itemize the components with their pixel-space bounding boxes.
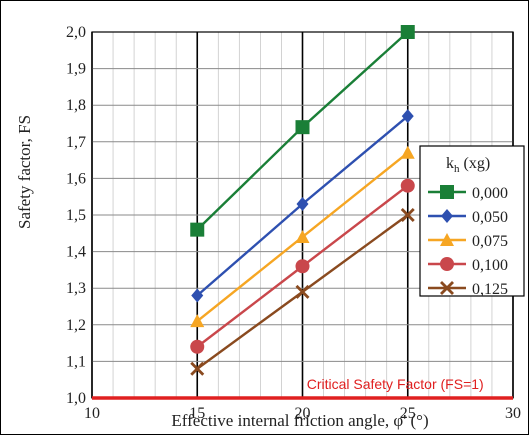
legend-entry-3: 0,100 xyxy=(428,257,508,274)
legend-box xyxy=(419,145,525,297)
legend-entry-label: 0,000 xyxy=(472,185,508,202)
axes: 10 15 20 25 30 1,0 1,1 1,2 1,3 1,4 1,5 1,6 1,7 1,8 1,9… xyxy=(66,24,521,422)
data-point-circle xyxy=(400,178,415,193)
y-tick-label: 1,9 xyxy=(66,61,86,78)
legend-entry-1: 0,050 xyxy=(428,209,508,226)
reference-line-group: Critical Safety Factor (FS=1) xyxy=(92,376,513,400)
legend-title-subscript: h xyxy=(454,163,460,175)
legend-entry-label: 0,125 xyxy=(472,281,508,298)
data-point-square xyxy=(295,120,310,135)
data-point-square xyxy=(440,185,454,199)
y-tick-label: 1,1 xyxy=(66,353,86,370)
data-point-diamond xyxy=(441,209,453,223)
data-point-triangle xyxy=(440,233,454,246)
x-tick-label: 10 xyxy=(84,405,100,422)
y-tick-label: 2,0 xyxy=(66,24,86,41)
y-tick-label: 1,0 xyxy=(66,390,86,407)
data-point-triangle xyxy=(400,145,415,159)
data-point-x-stroke xyxy=(295,284,310,299)
data-point-circle xyxy=(440,257,454,271)
legend-title: kh (xg) xyxy=(446,155,490,175)
series-0 xyxy=(190,25,415,237)
y-tick-label: 1,4 xyxy=(66,244,86,261)
x-tick-label: 30 xyxy=(505,405,521,422)
legend: kh (xg) 0,000 0,050 0,075 0,100 0,125 xyxy=(419,145,525,298)
legend-entry-0: 0,000 xyxy=(428,185,508,202)
legend-entry-4: 0,125 xyxy=(428,281,508,298)
y-tick-label: 1,2 xyxy=(66,317,86,334)
x-tick-label: 20 xyxy=(295,405,311,422)
data-point-square xyxy=(190,222,205,237)
data-point-x-stroke xyxy=(440,281,454,295)
data-point-x xyxy=(295,284,310,299)
y-tick-label: 1,5 xyxy=(66,207,86,224)
series-2 xyxy=(190,145,415,328)
y-tick-label: 1,6 xyxy=(66,170,86,187)
series-4 xyxy=(190,208,415,376)
data-point-x-stroke xyxy=(190,361,205,376)
data-point-circle xyxy=(190,339,205,354)
y-axis-label: Safety factor, FS xyxy=(15,115,34,229)
data-point-diamond xyxy=(401,109,414,124)
legend-title-main: k xyxy=(446,155,454,172)
data-point-x xyxy=(190,361,205,376)
data-point-circle xyxy=(295,259,310,274)
series-group xyxy=(190,25,415,376)
y-tick-label: 1,8 xyxy=(66,97,86,114)
x-tick-label: 15 xyxy=(189,405,205,422)
series-3 xyxy=(190,178,415,354)
series-1 xyxy=(191,109,414,303)
legend-title-rest: (xg) xyxy=(460,155,491,172)
legend-entry-2: 0,075 xyxy=(428,233,508,250)
x-tick-label: 25 xyxy=(400,405,416,422)
data-point-x xyxy=(400,208,415,222)
y-tick-label: 1,7 xyxy=(66,134,86,151)
critical-safety-factor-label: Critical Safety Factor (FS=1) xyxy=(307,376,484,392)
data-point-x-stroke xyxy=(400,208,415,222)
data-point-x xyxy=(440,281,454,295)
x-axis-label: Effective internal friction angle, φ' (°… xyxy=(171,411,428,430)
legend-entry-label: 0,075 xyxy=(472,233,508,250)
data-point-diamond xyxy=(296,197,309,212)
data-point-triangle xyxy=(295,229,310,243)
legend-entry-label: 0,100 xyxy=(472,257,508,274)
data-point-diamond xyxy=(191,288,204,303)
legend-entry-label: 0,050 xyxy=(472,209,508,226)
data-point-triangle xyxy=(190,314,205,328)
y-tick-label: 1,3 xyxy=(66,280,86,297)
data-point-square xyxy=(400,25,415,39)
